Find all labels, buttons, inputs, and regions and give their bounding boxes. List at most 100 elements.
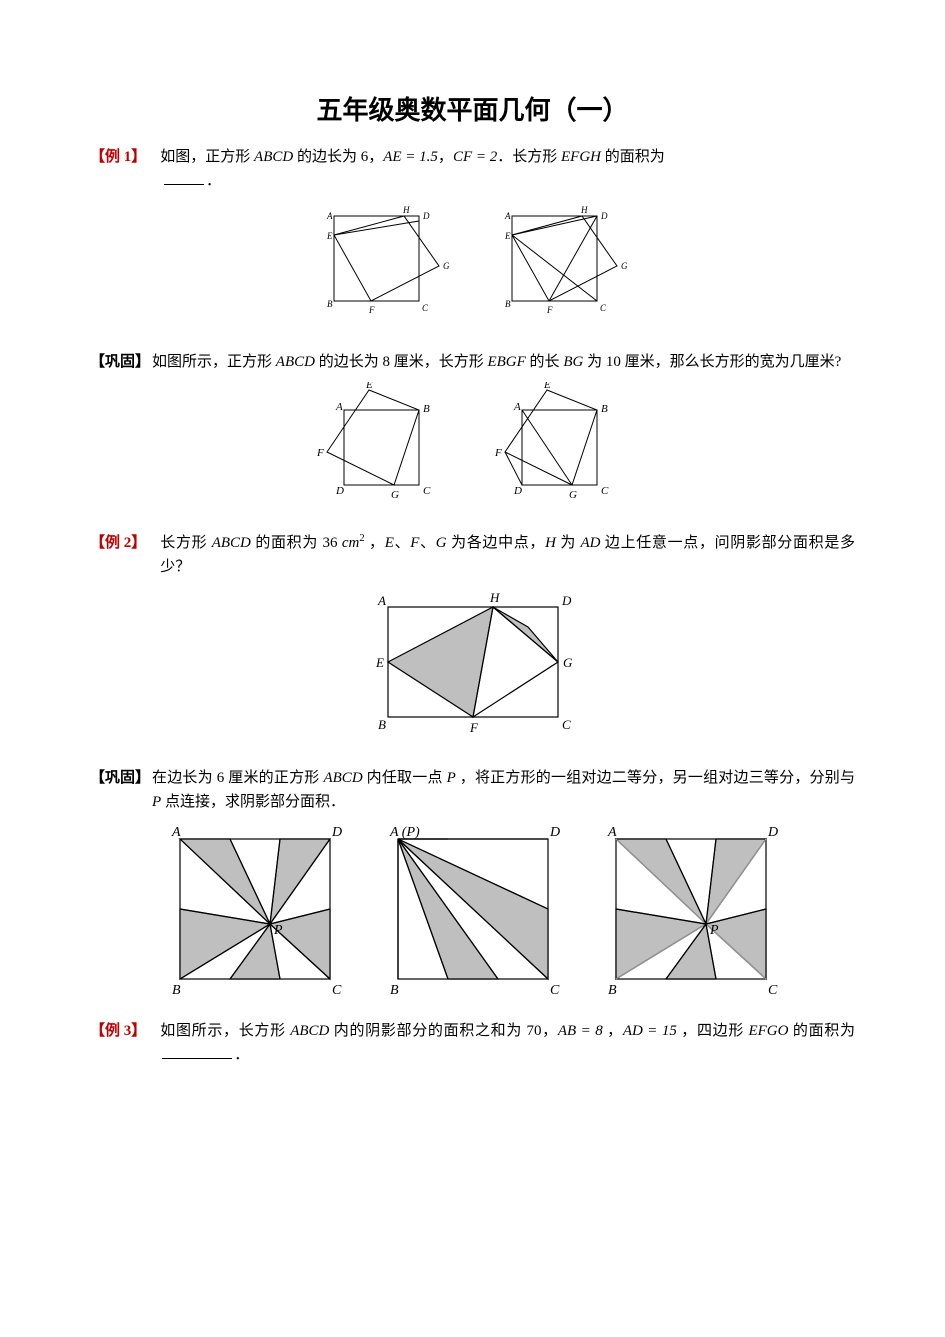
lbl: C	[423, 485, 431, 497]
lbl: E	[504, 231, 511, 241]
math: AE = 1.5	[383, 149, 438, 165]
lbl: P	[273, 923, 283, 938]
lbl: C	[332, 983, 342, 998]
lbl: P	[709, 923, 719, 938]
lbl: D	[335, 485, 344, 497]
t: ，	[603, 1023, 623, 1039]
lbl: B	[172, 983, 181, 998]
t: 点连接，求阴影部分面积．	[161, 794, 345, 810]
t: 在边长为 6 厘米的正方形	[152, 770, 323, 786]
lbl: A (P)	[389, 825, 420, 840]
lbl: C	[562, 717, 571, 732]
math: EBGF	[487, 354, 525, 370]
t: 内的阴影部分的面积之和为 70，	[329, 1023, 558, 1039]
lbl: E	[375, 655, 384, 670]
example-2-text: 长方形 ABCD 的面积为 36 cm2 ，E、F、G 为各边中点，H 为 AD…	[160, 531, 855, 579]
math: EFGO	[748, 1023, 788, 1039]
t: 如图，正方形	[160, 149, 254, 165]
math: ABCD	[323, 770, 362, 786]
t: 的面积为	[601, 149, 665, 165]
lbl: F	[494, 447, 502, 459]
lbl: H	[402, 205, 410, 215]
t: 如图所示，正方形	[152, 354, 276, 370]
lbl: C	[600, 303, 607, 313]
t: 的边长为 6，	[293, 149, 383, 165]
example-2-tag: 【例 2】	[90, 531, 146, 555]
lbl: B	[505, 299, 511, 309]
lbl: A	[607, 825, 617, 840]
t: ，四边形	[677, 1023, 749, 1039]
lbl: E	[365, 382, 373, 391]
fig-g2-b: A (P) D B C	[378, 824, 568, 999]
t: ．	[234, 1047, 249, 1063]
lbl: D	[561, 593, 572, 608]
example-1-text: 如图，正方形 ABCD 的边长为 6，AE = 1.5，CF = 2．长方形 E…	[160, 145, 855, 169]
t: ．	[206, 173, 221, 189]
gonggu-1-figures: E A B F D G C E A B F	[90, 382, 855, 507]
math: EFGH	[561, 149, 601, 165]
lbl: G	[391, 489, 399, 501]
t: 为	[556, 535, 581, 551]
lbl: A	[171, 825, 181, 840]
lbl: F	[368, 305, 375, 315]
math: AD = 15	[623, 1023, 677, 1039]
example-2: 【例 2】 长方形 ABCD 的面积为 36 cm2 ，E、F、G 为各边中点，…	[90, 531, 855, 579]
lbl: A	[326, 211, 333, 221]
area-val: 36 cm2	[322, 535, 364, 551]
lbl: C	[422, 303, 429, 313]
lbl: G	[569, 489, 577, 501]
lbl: H	[580, 205, 588, 215]
lbl: B	[423, 403, 430, 415]
t: 的边长为 8 厘米，长方形	[315, 354, 488, 370]
math: G	[436, 535, 447, 551]
example-1-tag: 【例 1】	[90, 145, 146, 169]
t: ，	[438, 149, 453, 165]
fig-g1-right: E A B F D G C	[487, 382, 637, 502]
fig-g1-left: E A B F D G C	[309, 382, 459, 502]
lbl: A	[513, 401, 521, 413]
lbl: G	[621, 261, 628, 271]
math: P	[152, 794, 161, 810]
gonggu-1-tag: 【巩固】	[90, 350, 150, 374]
math: ABCD	[290, 1023, 329, 1039]
gonggu-2-figures: A D B C P A (P)	[90, 824, 855, 999]
t: ，将正方形的一组对边二等分，另一组对边三等分，分别与	[456, 770, 855, 786]
fig-g2-a: A D B C P	[160, 824, 350, 999]
example-3-text: 如图所示，长方形 ABCD 内的阴影部分的面积之和为 70，AB = 8 ，AD…	[160, 1019, 855, 1067]
t: 内任取一点	[363, 770, 447, 786]
lbl: B	[601, 403, 608, 415]
example-3: 【例 3】 如图所示，长方形 ABCD 内的阴影部分的面积之和为 70，AB =…	[90, 1019, 855, 1067]
lbl: G	[563, 655, 573, 670]
example-3-tag: 【例 3】	[90, 1019, 146, 1043]
lbl: A	[504, 211, 511, 221]
lbl: B	[390, 983, 399, 998]
math: AD	[580, 535, 600, 551]
lbl: B	[378, 717, 386, 732]
lbl: D	[513, 485, 522, 497]
lbl: G	[443, 261, 450, 271]
lbl: C	[550, 983, 560, 998]
t: 如图所示，长方形	[160, 1023, 290, 1039]
gonggu-2-tag: 【巩固】	[90, 766, 150, 790]
t: 为各边中点，	[447, 535, 545, 551]
math: ABCD	[212, 535, 251, 551]
gonggu-2: 【巩固】 在边长为 6 厘米的正方形 ABCD 内任取一点 P ，将正方形的一组…	[90, 766, 855, 814]
t: 的面积为	[788, 1023, 855, 1039]
lbl: C	[601, 485, 609, 497]
gonggu-2-text: 在边长为 6 厘米的正方形 ABCD 内任取一点 P ，将正方形的一组对边二等分…	[152, 766, 855, 814]
math: P	[447, 770, 456, 786]
math: AB = 8	[558, 1023, 603, 1039]
t: 长方形	[160, 535, 211, 551]
math: ABCD	[276, 354, 315, 370]
fig-ex2: A H D E G B F C	[358, 587, 588, 737]
lbl: A	[377, 593, 386, 608]
lbl: C	[768, 983, 778, 998]
example-1: 【例 1】 如图，正方形 ABCD 的边长为 6，AE = 1.5，CF = 2…	[90, 145, 855, 193]
lbl: D	[600, 211, 608, 221]
lbl: D	[549, 825, 560, 840]
lbl: E	[543, 382, 551, 391]
lbl: D	[767, 825, 778, 840]
answer-blank	[162, 1058, 232, 1059]
math: ABCD	[254, 149, 293, 165]
example-1-figures: A E D H G B F C A E D	[90, 201, 855, 326]
